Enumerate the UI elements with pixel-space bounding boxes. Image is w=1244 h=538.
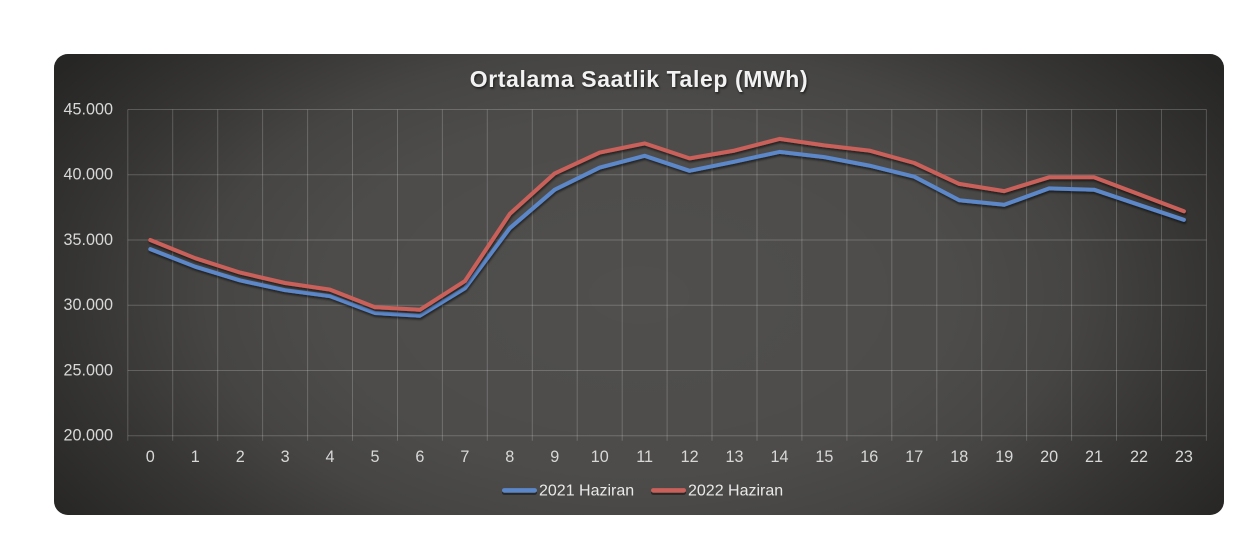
svg-text:6: 6 [415,448,424,466]
svg-text:8: 8 [505,448,514,466]
svg-text:4: 4 [325,448,334,466]
svg-text:20: 20 [1040,448,1058,466]
svg-text:18: 18 [950,448,968,466]
svg-text:7: 7 [460,448,469,466]
svg-text:5: 5 [370,448,379,466]
svg-text:15: 15 [815,448,833,466]
svg-text:Ortalama Saatlik Talep (MWh): Ortalama Saatlik Talep (MWh) [470,66,808,92]
svg-text:30.000: 30.000 [63,296,113,314]
svg-text:2021 Haziran: 2021 Haziran [539,483,634,500]
svg-text:3: 3 [281,448,290,466]
svg-text:2: 2 [236,448,245,466]
svg-text:25.000: 25.000 [63,362,113,380]
svg-text:10: 10 [591,448,609,466]
svg-text:11: 11 [636,448,653,466]
svg-text:45.000: 45.000 [63,101,113,119]
svg-text:17: 17 [905,448,923,466]
svg-text:1: 1 [191,448,200,466]
svg-text:35.000: 35.000 [63,231,113,249]
svg-text:0: 0 [146,448,155,466]
svg-text:22: 22 [1130,448,1148,466]
svg-text:19: 19 [995,448,1013,466]
svg-text:23: 23 [1175,448,1193,466]
svg-text:16: 16 [860,448,878,466]
svg-text:9: 9 [550,448,559,466]
svg-text:21: 21 [1085,448,1103,466]
svg-text:13: 13 [725,448,743,466]
svg-text:12: 12 [681,448,699,466]
svg-text:40.000: 40.000 [63,166,113,184]
svg-text:14: 14 [770,448,788,466]
svg-text:20.000: 20.000 [63,427,113,445]
svg-text:2022 Haziran: 2022 Haziran [688,483,783,500]
